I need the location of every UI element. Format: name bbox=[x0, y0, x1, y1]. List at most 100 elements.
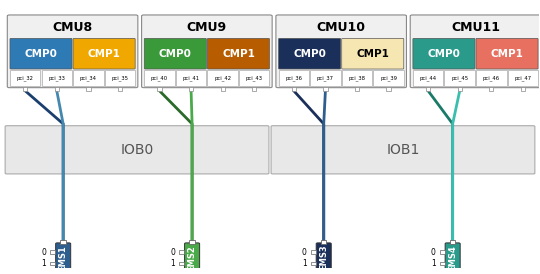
FancyBboxPatch shape bbox=[8, 15, 138, 88]
Text: pci_47: pci_47 bbox=[514, 75, 531, 81]
FancyBboxPatch shape bbox=[276, 15, 407, 88]
Text: pci_46: pci_46 bbox=[483, 75, 500, 81]
Text: pci_33: pci_33 bbox=[49, 75, 65, 81]
Bar bbox=[444, 70, 475, 85]
Text: pci_36: pci_36 bbox=[285, 75, 302, 81]
Text: 1: 1 bbox=[42, 259, 46, 268]
Text: pci_43: pci_43 bbox=[246, 75, 263, 81]
Text: CMU11: CMU11 bbox=[451, 21, 500, 34]
Bar bbox=[239, 70, 269, 85]
FancyBboxPatch shape bbox=[410, 15, 540, 88]
Text: pci_38: pci_38 bbox=[348, 75, 366, 81]
FancyBboxPatch shape bbox=[73, 38, 135, 69]
Text: IOB0: IOB0 bbox=[120, 143, 154, 157]
Text: EMS1: EMS1 bbox=[59, 245, 68, 270]
FancyBboxPatch shape bbox=[413, 38, 475, 69]
Bar bbox=[279, 70, 309, 85]
Text: 1: 1 bbox=[171, 259, 175, 268]
Bar bbox=[55, 87, 59, 91]
Bar bbox=[310, 70, 341, 85]
Bar bbox=[60, 240, 66, 244]
Text: pci_44: pci_44 bbox=[420, 75, 437, 81]
Bar bbox=[252, 87, 256, 91]
Bar bbox=[521, 87, 525, 91]
Text: CMU10: CMU10 bbox=[316, 21, 366, 34]
Text: pci_40: pci_40 bbox=[151, 75, 168, 81]
Bar bbox=[157, 87, 161, 91]
Bar bbox=[387, 87, 390, 91]
Bar bbox=[220, 87, 225, 91]
Text: CMP1: CMP1 bbox=[87, 49, 120, 59]
Text: IOB1: IOB1 bbox=[386, 143, 420, 157]
Text: CMP0: CMP0 bbox=[428, 49, 461, 59]
FancyBboxPatch shape bbox=[342, 38, 404, 69]
Bar bbox=[190, 240, 195, 244]
Text: pci_35: pci_35 bbox=[111, 75, 129, 81]
FancyBboxPatch shape bbox=[271, 126, 535, 174]
Text: pci_32: pci_32 bbox=[17, 75, 33, 81]
Bar bbox=[311, 250, 316, 254]
Text: CMP0: CMP0 bbox=[293, 49, 326, 59]
Bar bbox=[189, 87, 193, 91]
Bar bbox=[440, 262, 444, 265]
Bar bbox=[323, 87, 328, 91]
Bar bbox=[413, 70, 443, 85]
Bar bbox=[373, 70, 404, 85]
Bar bbox=[457, 87, 462, 91]
Bar bbox=[86, 87, 91, 91]
Bar bbox=[50, 250, 55, 254]
FancyBboxPatch shape bbox=[185, 243, 200, 272]
Text: CMP1: CMP1 bbox=[491, 49, 523, 59]
Bar bbox=[450, 240, 455, 244]
FancyBboxPatch shape bbox=[207, 38, 269, 69]
Text: EMS2: EMS2 bbox=[187, 245, 197, 270]
Text: pci_41: pci_41 bbox=[183, 75, 200, 81]
Bar bbox=[105, 70, 135, 85]
Text: 0: 0 bbox=[431, 248, 436, 256]
FancyBboxPatch shape bbox=[316, 243, 331, 272]
FancyBboxPatch shape bbox=[445, 243, 460, 272]
Bar bbox=[489, 87, 494, 91]
Bar bbox=[207, 70, 238, 85]
Text: EMS4: EMS4 bbox=[448, 245, 457, 270]
Bar bbox=[118, 87, 122, 91]
Text: CMP0: CMP0 bbox=[25, 49, 57, 59]
Bar bbox=[476, 70, 507, 85]
Bar bbox=[440, 250, 444, 254]
FancyBboxPatch shape bbox=[141, 15, 272, 88]
Text: EMS3: EMS3 bbox=[319, 245, 328, 270]
Bar bbox=[176, 70, 206, 85]
Bar bbox=[179, 250, 184, 254]
Bar bbox=[50, 262, 55, 265]
Text: 0: 0 bbox=[170, 248, 175, 256]
Text: CMP1: CMP1 bbox=[356, 49, 389, 59]
Bar bbox=[342, 70, 372, 85]
Text: 1: 1 bbox=[431, 259, 436, 268]
Text: 0: 0 bbox=[42, 248, 46, 256]
Bar bbox=[311, 262, 316, 265]
FancyBboxPatch shape bbox=[279, 38, 341, 69]
Bar bbox=[355, 87, 359, 91]
Text: pci_45: pci_45 bbox=[451, 75, 468, 81]
Bar bbox=[144, 70, 175, 85]
Bar bbox=[179, 262, 184, 265]
Text: 1: 1 bbox=[302, 259, 307, 268]
Text: CMU9: CMU9 bbox=[187, 21, 227, 34]
Text: CMP0: CMP0 bbox=[159, 49, 192, 59]
FancyBboxPatch shape bbox=[144, 38, 206, 69]
FancyBboxPatch shape bbox=[5, 126, 269, 174]
Text: CMU8: CMU8 bbox=[52, 21, 93, 34]
Text: 0: 0 bbox=[302, 248, 307, 256]
Bar bbox=[10, 70, 40, 85]
Bar bbox=[426, 87, 430, 91]
Text: pci_34: pci_34 bbox=[80, 75, 97, 81]
Bar bbox=[23, 87, 28, 91]
Text: pci_39: pci_39 bbox=[380, 75, 397, 81]
FancyBboxPatch shape bbox=[56, 243, 71, 272]
Bar bbox=[292, 87, 296, 91]
FancyBboxPatch shape bbox=[476, 38, 538, 69]
Text: pci_37: pci_37 bbox=[317, 75, 334, 81]
FancyBboxPatch shape bbox=[10, 38, 72, 69]
Text: pci_42: pci_42 bbox=[214, 75, 231, 81]
Bar bbox=[508, 70, 538, 85]
